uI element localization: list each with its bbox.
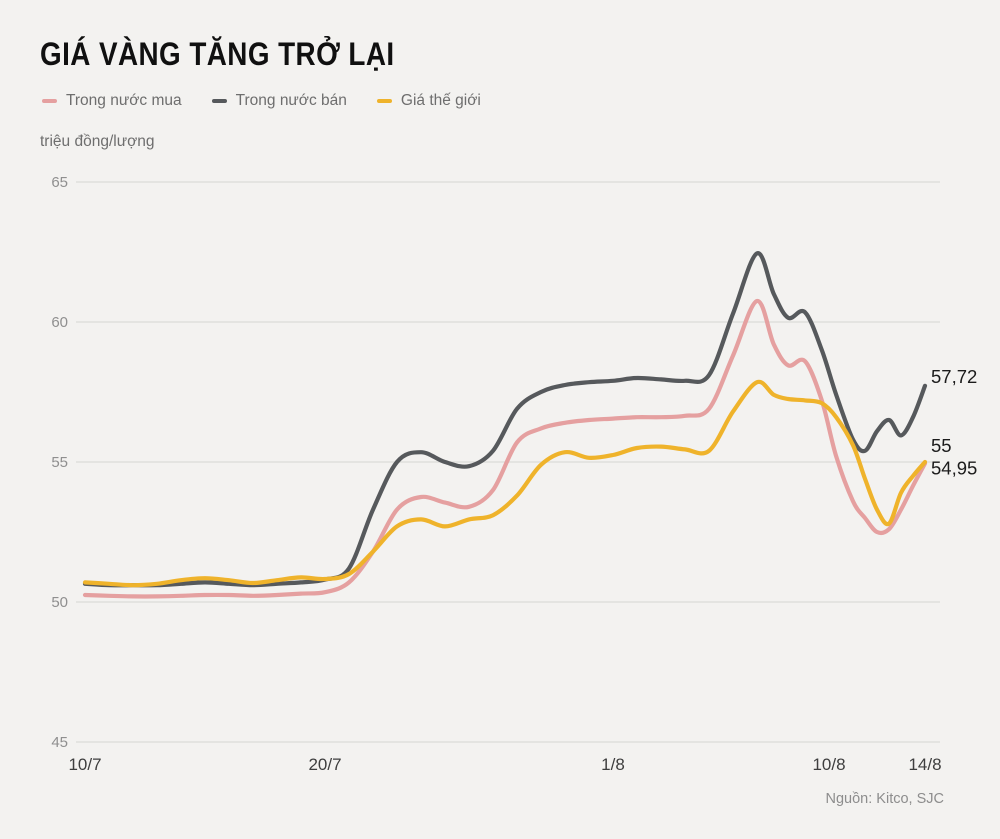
- x-axis-tick-label: 1/8: [601, 755, 625, 774]
- end-value-label-trong-nuoc-mua: 54,95: [931, 457, 977, 478]
- y-axis-tick-label: 60: [51, 314, 68, 331]
- page-title: GIÁ VÀNG TĂNG TRỞ LẠI: [40, 36, 395, 72]
- legend-label: Trong nước bán: [235, 92, 347, 109]
- x-axis-tick-label: 10/7: [68, 755, 101, 774]
- legend-item-gia-the-gioi: Giá thế giới: [376, 92, 481, 110]
- legend-swatch-trong-nuoc-mua-icon: [42, 98, 57, 104]
- y-axis-tick-label: 45: [51, 734, 68, 751]
- legend-swatch-trong-nuoc-ban-icon: [211, 98, 227, 104]
- legend-item-trong-nuoc-ban: Trong nước bán: [211, 92, 347, 110]
- x-axis-tick-label: 10/8: [812, 755, 845, 774]
- y-axis-tick-label: 65: [51, 174, 68, 191]
- y-axis-tick-label: 55: [51, 454, 68, 471]
- y-axis-tick-label: 50: [51, 594, 68, 611]
- series-line-trong-nuoc-mua: [82, 298, 928, 599]
- x-axis-tick-label: 14/8: [908, 755, 941, 774]
- legend-swatch-gia-the-gioi-icon: [376, 98, 392, 104]
- legend: Trong nước mua Trong nước bán Giá thế gi…: [42, 92, 481, 110]
- source-note: Nguồn: Kitco, SJC: [825, 791, 944, 807]
- legend-label: Trong nước mua: [66, 92, 182, 109]
- end-value-label-trong-nuoc-ban: 57,72: [931, 366, 977, 387]
- series-line-trong-nuoc-ban: [82, 251, 928, 588]
- y-axis-unit-label: triệu đồng/lượng: [40, 133, 155, 150]
- legend-label: Giá thế giới: [400, 92, 481, 109]
- end-value-label-gia-the-gioi: 55: [931, 435, 952, 456]
- x-axis-tick-label: 20/7: [308, 755, 341, 774]
- legend-item-trong-nuoc-mua: Trong nước mua: [42, 92, 182, 110]
- series-line-gia-the-gioi: [82, 379, 928, 588]
